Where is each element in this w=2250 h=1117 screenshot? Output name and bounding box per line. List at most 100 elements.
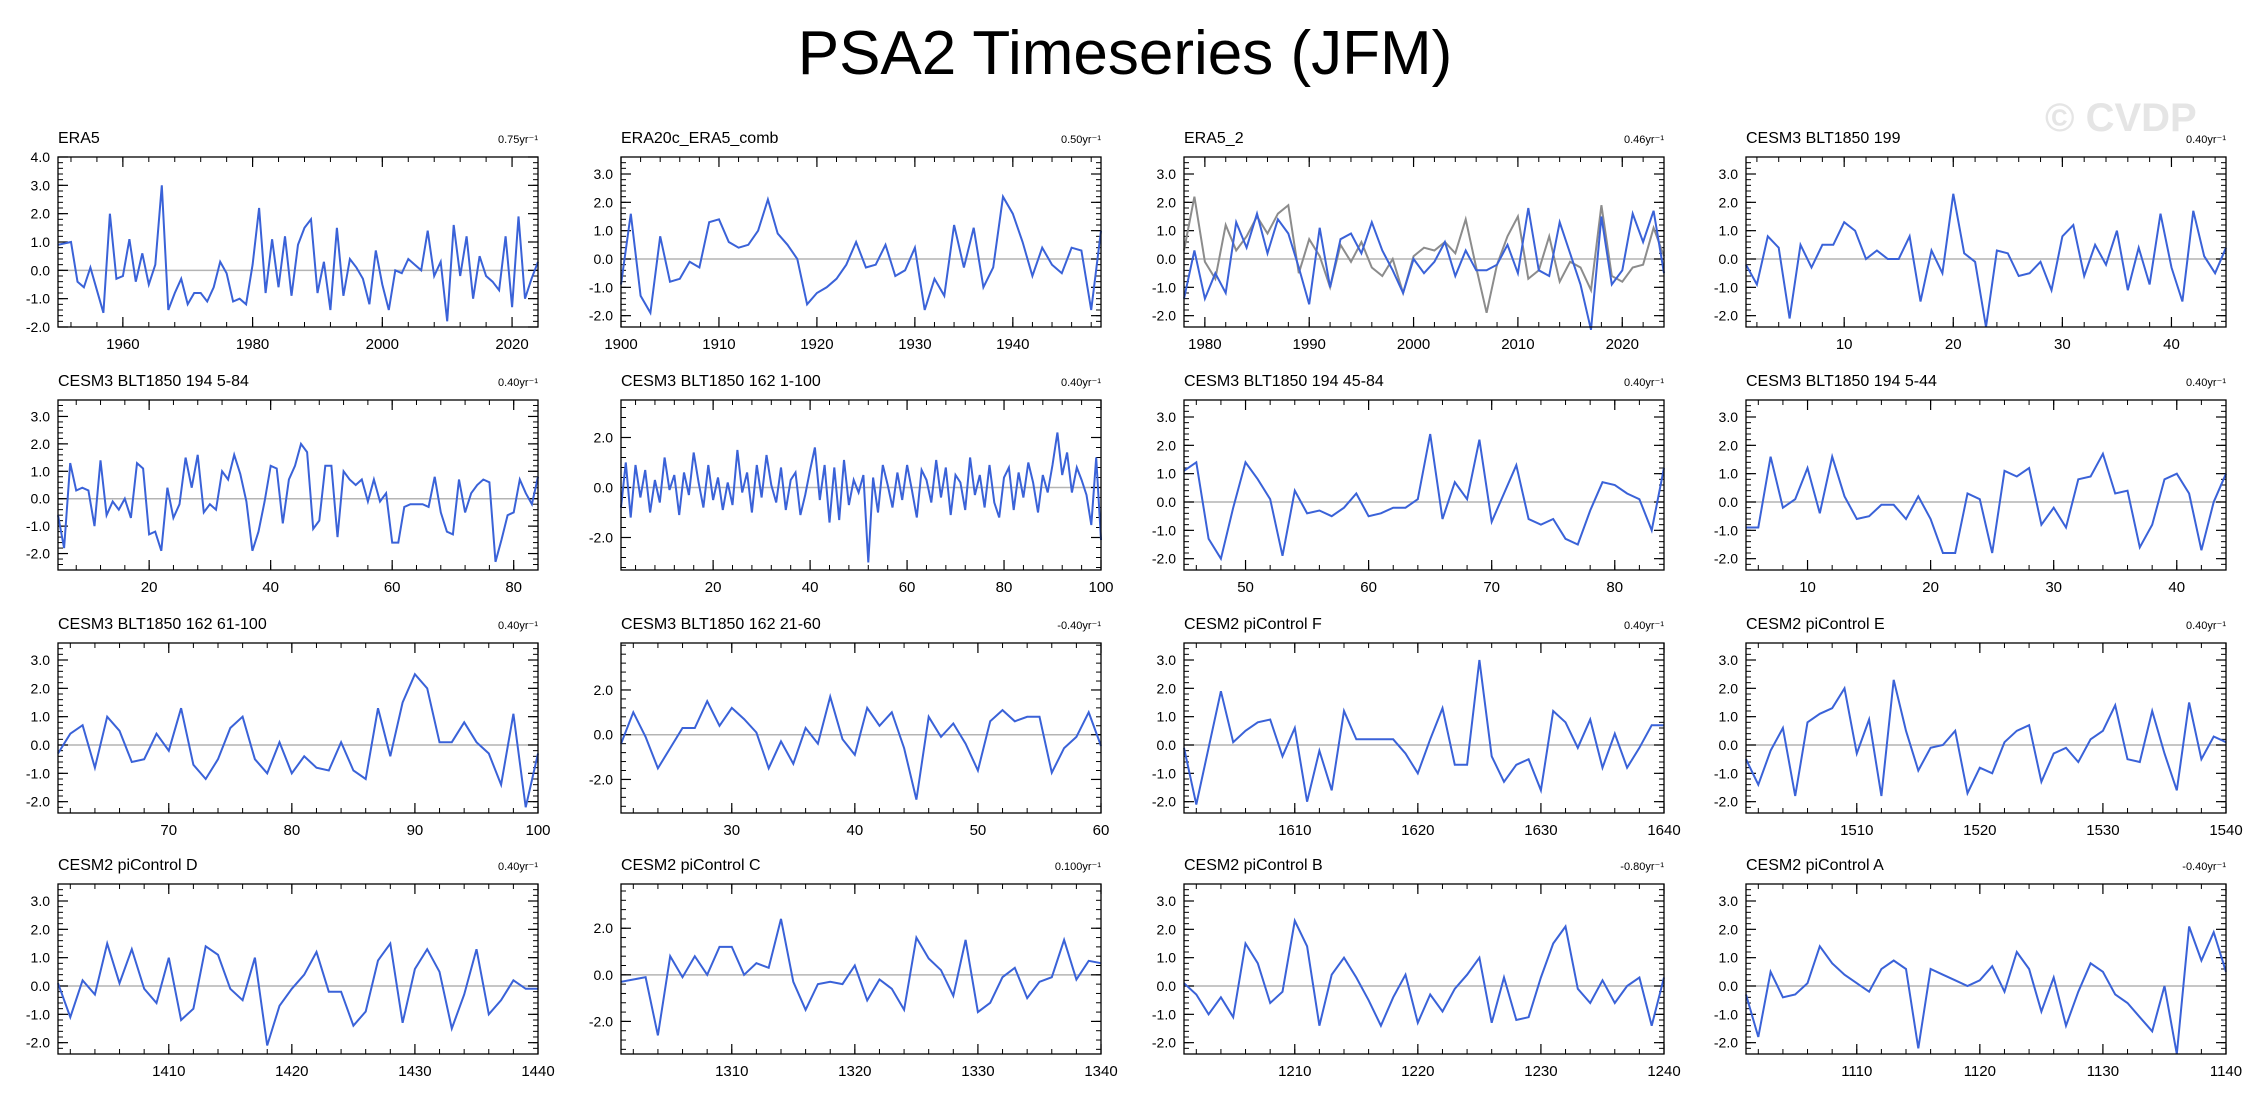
x-tick-label: 40 <box>262 579 279 596</box>
plot-frame <box>620 156 1102 328</box>
plot-frame <box>57 156 539 328</box>
y-tick-label: 1.0 <box>1157 950 1177 966</box>
y-tick-label: 0.0 <box>31 978 51 994</box>
x-tick-label: 80 <box>996 579 1013 596</box>
series-line <box>57 441 539 563</box>
y-tick-label: -2.0 <box>26 546 50 562</box>
series-line <box>1745 679 2227 797</box>
panel-14: CESM2 piControl B -0.80yr⁻¹ -2.0 -1.0 0.0 1.0… <box>1152 857 1681 1080</box>
y-tick-label: 3.0 <box>1719 893 1739 909</box>
y-tick-label: 0.0 <box>1157 251 1177 267</box>
trend-label: -0.40yr⁻¹ <box>2182 861 2226 873</box>
x-tick-label: 20 <box>1922 579 1939 596</box>
panel-3: CESM3 BLT1850 199 0.40yr⁻¹ -2.0 -1.0 0.0 1.0 2… <box>1714 130 2227 353</box>
series-line <box>620 432 1102 563</box>
x-tick-label: 100 <box>525 822 550 839</box>
x-tick-label: 1640 <box>1647 822 1680 839</box>
x-tick-label: 1540 <box>2209 822 2242 839</box>
panel-title: CESM3 BLT1850 162 21-60 <box>621 616 821 633</box>
x-tick-label: 40 <box>802 579 819 596</box>
panel-4: CESM3 BLT1850 194 5-84 0.40yr⁻¹ -2.0 -1.0 0.… <box>26 373 539 596</box>
x-tick-label: 50 <box>970 822 987 839</box>
x-tick-label: 1620 <box>1401 822 1434 839</box>
x-tick-label: 80 <box>284 822 301 839</box>
panel-11: CESM2 piControl E 0.40yr⁻¹ -2.0 -1.0 0.0 1.0 2… <box>1714 616 2243 839</box>
y-tick-label: -2.0 <box>589 308 613 324</box>
trend-label: 0.46yr⁻¹ <box>1624 134 1664 146</box>
panel-title: CESM2 piControl B <box>1184 857 1323 874</box>
y-tick-label: 3.0 <box>31 652 51 668</box>
x-tick-label: 30 <box>2045 579 2062 596</box>
plot-frame <box>1183 156 1665 328</box>
trend-label: 0.75yr⁻¹ <box>498 134 538 146</box>
y-tick-label: -1.0 <box>589 279 613 295</box>
x-tick-label: 1220 <box>1401 1063 1434 1080</box>
x-tick-label: 1120 <box>1964 1063 1996 1080</box>
series-line <box>620 692 1102 800</box>
x-tick-label: 1430 <box>398 1063 431 1080</box>
panel-title: CESM3 BLT1850 194 5-84 <box>58 373 249 390</box>
y-tick-label: -2.0 <box>1152 308 1176 324</box>
figure-title: PSA2 Timeseries (JFM) <box>797 19 1453 88</box>
series-line <box>620 918 1102 1036</box>
x-tick-label: 1330 <box>961 1063 994 1080</box>
x-tick-label: 1610 <box>1278 822 1311 839</box>
panel-title: CESM2 piControl D <box>58 857 198 874</box>
series-line <box>57 672 539 808</box>
y-tick-label: -2.0 <box>589 1013 613 1029</box>
panel-title: ERA20c_ERA5_comb <box>621 130 779 147</box>
panel-title: CESM3 BLT1850 162 61-100 <box>58 616 267 633</box>
panel-6: CESM3 BLT1850 194 45-84 0.40yr⁻¹ -2.0 -1.0 0… <box>1152 373 1665 596</box>
panel-12: CESM2 piControl D 0.40yr⁻¹ -2.0 -1.0 0.0 1.0 2… <box>26 857 555 1080</box>
y-tick-label: 1.0 <box>1157 223 1177 239</box>
y-tick-label: 1.0 <box>1719 466 1739 482</box>
panel-10: CESM2 piControl F 0.40yr⁻¹ -2.0 -1.0 0.0 1.0 2… <box>1152 616 1681 839</box>
x-tick-label: 1520 <box>1963 822 1996 839</box>
y-tick-label: 2.0 <box>1157 194 1177 210</box>
panel-title: CESM3 BLT1850 194 5-44 <box>1746 373 1937 390</box>
y-tick-label: 4.0 <box>31 149 51 165</box>
x-tick-label: 1110 <box>1841 1063 1872 1080</box>
panel-9: CESM3 BLT1850 162 21-60 -0.40yr⁻¹ -2.0 0.0 2… <box>589 616 1109 839</box>
x-tick-label: 1230 <box>1524 1063 1557 1080</box>
y-tick-label: 0.0 <box>594 480 614 496</box>
x-tick-label: 1340 <box>1084 1063 1117 1080</box>
x-tick-label: 10 <box>1799 579 1816 596</box>
y-tick-label: 0.0 <box>594 251 614 267</box>
x-tick-label: 1510 <box>1840 822 1873 839</box>
panel-2: ERA5_2 0.46yr⁻¹ -2.0 -1.0 0.0 1.0 2.0 3.0 1980 19… <box>1152 130 1665 353</box>
y-tick-label: -1.0 <box>1152 522 1176 538</box>
y-tick-label: -2.0 <box>1714 551 1738 567</box>
y-tick-label: 0.0 <box>1719 978 1739 994</box>
y-tick-label: 2.0 <box>31 921 51 937</box>
x-tick-label: 90 <box>407 822 424 839</box>
x-tick-label: 20 <box>141 579 158 596</box>
y-tick-label: 0.0 <box>1719 251 1739 267</box>
series-line <box>1183 917 1665 1029</box>
trend-label: -0.80yr⁻¹ <box>1620 861 1664 873</box>
x-tick-label: 40 <box>847 822 864 839</box>
x-tick-label: 70 <box>160 822 177 839</box>
y-tick-label: 1.0 <box>1719 950 1739 966</box>
y-tick-label: 3.0 <box>1719 652 1739 668</box>
x-tick-label: 2020 <box>1606 336 1639 353</box>
x-tick-label: 80 <box>1606 579 1623 596</box>
series-line <box>1183 659 1664 805</box>
y-tick-label: 2.0 <box>594 920 614 936</box>
y-tick-label: -1.0 <box>26 765 50 781</box>
series-line <box>1183 433 1665 562</box>
x-tick-label: 1910 <box>702 336 735 353</box>
y-tick-label: 0.0 <box>1157 737 1177 753</box>
trend-label: 0.50yr⁻¹ <box>1061 134 1101 146</box>
y-tick-label: 2.0 <box>1157 921 1177 937</box>
y-tick-label: 0.0 <box>1157 494 1177 510</box>
x-tick-label: 60 <box>384 579 401 596</box>
y-tick-label: -1.0 <box>1152 765 1176 781</box>
y-tick-label: 2.0 <box>1157 437 1177 453</box>
series-line <box>57 185 539 322</box>
y-tick-label: 0.0 <box>31 737 51 753</box>
y-tick-label: 1.0 <box>1157 466 1177 482</box>
y-tick-label: -2.0 <box>1714 1035 1738 1051</box>
x-tick-label: 1130 <box>2087 1063 2119 1080</box>
